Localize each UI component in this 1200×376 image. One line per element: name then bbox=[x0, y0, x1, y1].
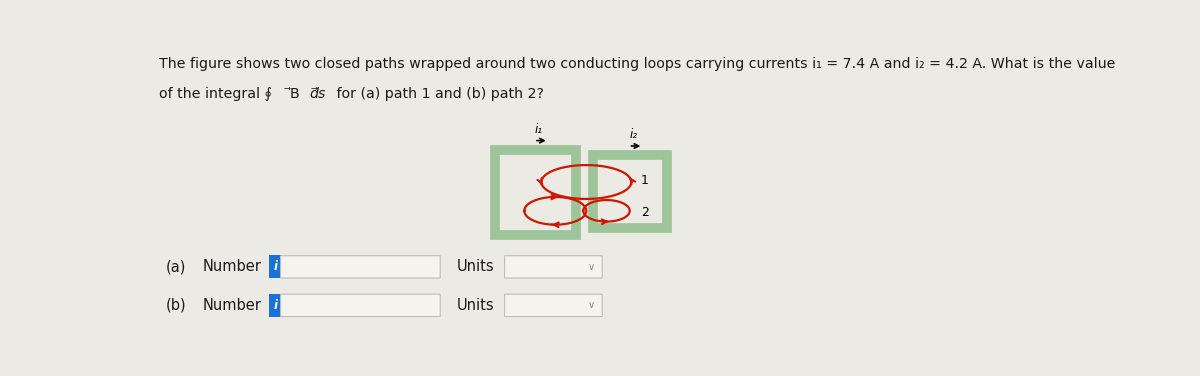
Text: ∨: ∨ bbox=[588, 262, 594, 272]
Text: ⃗B: ⃗B bbox=[292, 87, 301, 101]
Text: (a): (a) bbox=[166, 259, 186, 274]
Text: for ​(a) path 1 and (b) path 2?: for ​(a) path 1 and (b) path 2? bbox=[332, 87, 544, 101]
Text: Units: Units bbox=[457, 298, 494, 313]
FancyBboxPatch shape bbox=[504, 256, 602, 278]
Text: i₁: i₁ bbox=[535, 123, 542, 136]
Text: of the integral ∮: of the integral ∮ bbox=[160, 87, 277, 101]
FancyBboxPatch shape bbox=[281, 256, 440, 278]
Text: The figure shows two closed paths wrapped around two conducting loops carrying c: The figure shows two closed paths wrappe… bbox=[160, 58, 1116, 71]
FancyBboxPatch shape bbox=[281, 294, 440, 317]
Text: d⃗s: d⃗s bbox=[310, 87, 326, 101]
Text: ∨: ∨ bbox=[588, 300, 594, 310]
Text: Number: Number bbox=[203, 298, 262, 313]
FancyBboxPatch shape bbox=[504, 294, 602, 317]
FancyBboxPatch shape bbox=[269, 255, 282, 279]
Text: Units: Units bbox=[457, 259, 494, 274]
Text: 1: 1 bbox=[641, 174, 649, 187]
Text: Number: Number bbox=[203, 259, 262, 274]
Text: i₂: i₂ bbox=[629, 128, 637, 141]
Text: 2: 2 bbox=[641, 206, 649, 219]
Text: i: i bbox=[274, 260, 277, 273]
Text: (b): (b) bbox=[166, 298, 186, 313]
FancyBboxPatch shape bbox=[269, 294, 282, 317]
Text: i: i bbox=[274, 299, 277, 312]
